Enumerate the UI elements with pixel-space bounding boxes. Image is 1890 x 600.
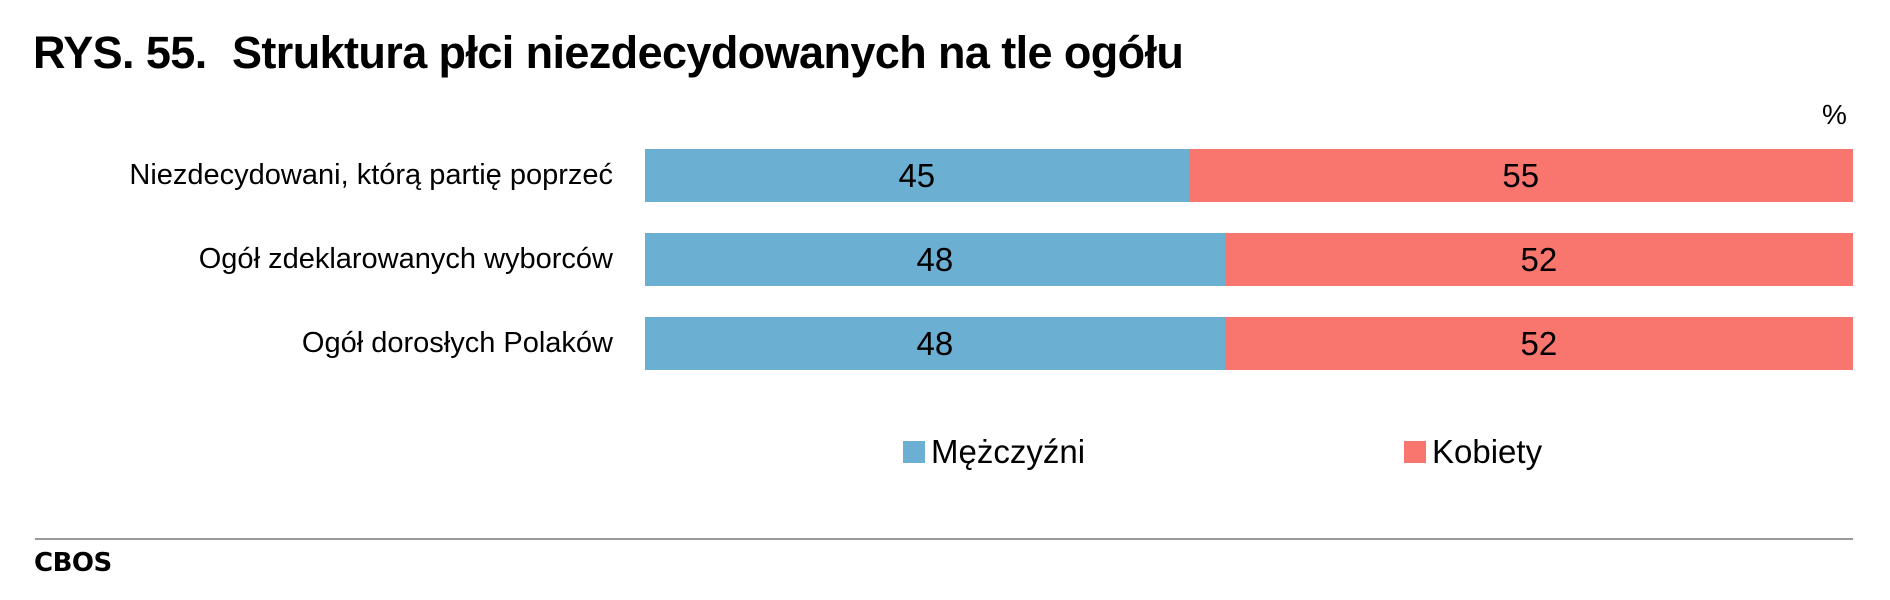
legend-label: Mężczyźni (931, 433, 1086, 470)
footer-divider (35, 538, 1853, 540)
figure-number: RYS. 55. (33, 27, 207, 78)
bar-segment-men: 45 (645, 149, 1189, 202)
stacked-bar: 48 52 (645, 233, 1853, 286)
legend-item-men: Mężczyźni (903, 432, 1085, 472)
chart-title: RYS. 55. Struktura płci niezdecydowanych … (33, 27, 1184, 79)
figure-title: Struktura płci niezdecydowanych na tle o… (232, 27, 1184, 78)
stacked-bar: 45 55 (645, 149, 1853, 202)
legend-swatch-men (903, 441, 925, 463)
stacked-bar: 48 52 (645, 317, 1853, 370)
bar-segment-men: 48 (645, 233, 1225, 286)
legend-label: Kobiety (1432, 433, 1543, 470)
unit-label: % (1822, 99, 1847, 130)
bar-segment-men: 48 (645, 317, 1225, 370)
bar-segment-women: 52 (1224, 233, 1853, 286)
category-label: Niezdecydowani, którą partię poprzeć (129, 159, 613, 191)
source-label: CBOS (34, 548, 112, 578)
bar-segment-women: 55 (1188, 149, 1853, 202)
category-label: Ogół dorosłych Polaków (301, 327, 613, 359)
category-label: Ogół zdeklarowanych wyborców (198, 243, 613, 275)
legend-swatch-women (1404, 441, 1426, 463)
bar-segment-women: 52 (1224, 317, 1853, 370)
legend-item-women: Kobiety (1404, 432, 1542, 472)
